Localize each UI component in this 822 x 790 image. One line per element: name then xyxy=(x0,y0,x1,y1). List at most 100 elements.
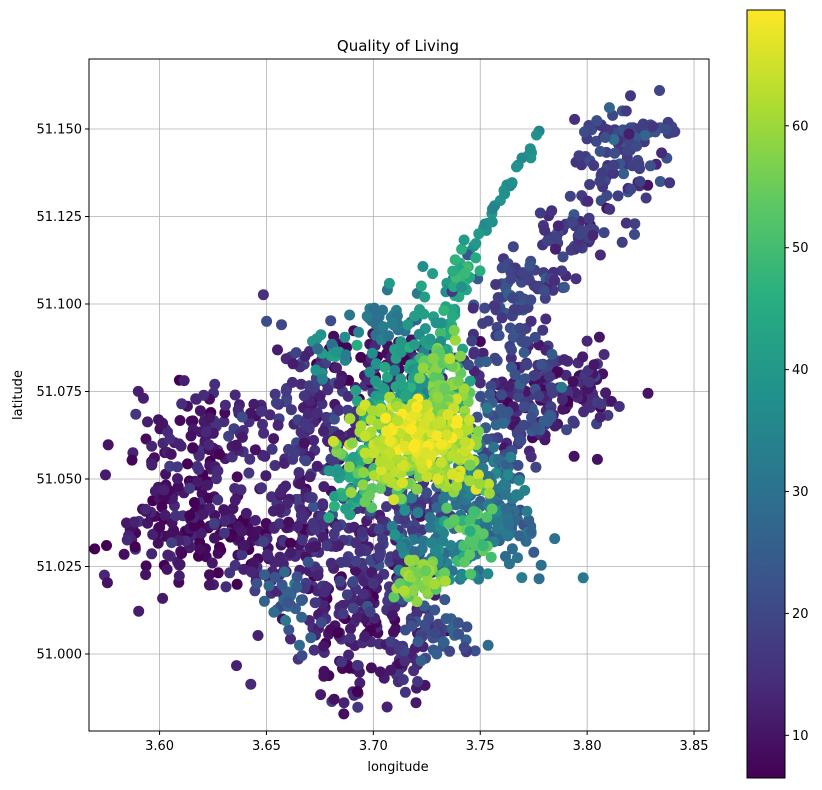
data-point xyxy=(474,265,486,277)
data-point xyxy=(620,217,632,229)
data-point xyxy=(519,373,531,385)
data-point xyxy=(439,567,451,579)
colorbar xyxy=(746,9,786,779)
data-point xyxy=(583,376,595,388)
data-point xyxy=(489,352,501,364)
data-point xyxy=(448,324,460,336)
data-point xyxy=(579,126,590,138)
data-point xyxy=(374,456,386,468)
data-point xyxy=(220,581,232,593)
data-point xyxy=(419,291,431,303)
data-point xyxy=(295,378,307,390)
colorbar-tick-label: 40 xyxy=(792,363,809,378)
data-point xyxy=(377,533,389,545)
data-point xyxy=(412,507,424,519)
data-point xyxy=(383,330,394,342)
data-point xyxy=(331,362,342,374)
data-point xyxy=(328,693,340,705)
data-point xyxy=(315,329,327,341)
data-point xyxy=(354,545,366,557)
data-point xyxy=(332,627,344,639)
data-point xyxy=(515,435,527,447)
data-point xyxy=(212,547,224,559)
data-point xyxy=(345,632,356,644)
data-point xyxy=(470,238,482,249)
data-point xyxy=(236,431,248,443)
data-point xyxy=(292,521,303,532)
data-point xyxy=(578,406,590,418)
data-point xyxy=(341,589,353,601)
data-point xyxy=(552,220,564,232)
data-point xyxy=(351,339,363,351)
data-point xyxy=(229,389,241,401)
data-point xyxy=(204,412,215,424)
data-point xyxy=(421,487,433,499)
data-point xyxy=(231,471,243,483)
data-point xyxy=(299,350,311,362)
data-point xyxy=(203,492,215,504)
data-point xyxy=(435,456,447,468)
data-point xyxy=(178,375,190,387)
data-point xyxy=(533,390,545,402)
chart-title: Quality of Living xyxy=(337,37,459,55)
data-point xyxy=(293,467,305,478)
data-point xyxy=(397,380,409,392)
data-point xyxy=(298,437,310,449)
data-point xyxy=(475,391,487,402)
data-point xyxy=(441,429,453,441)
data-point xyxy=(386,520,398,532)
data-point xyxy=(395,541,407,553)
data-point xyxy=(340,556,352,568)
data-point xyxy=(338,697,350,709)
data-point xyxy=(409,310,421,322)
data-point xyxy=(309,597,321,609)
data-point xyxy=(456,243,468,255)
data-point xyxy=(188,497,200,508)
data-point xyxy=(399,655,411,667)
data-point xyxy=(424,512,436,523)
data-point xyxy=(625,90,636,102)
data-point xyxy=(364,366,376,378)
data-point xyxy=(591,115,603,127)
data-point xyxy=(236,525,248,537)
data-point xyxy=(194,405,206,417)
data-point xyxy=(75,487,86,498)
data-point xyxy=(269,557,281,568)
data-point xyxy=(470,252,482,264)
data-point xyxy=(595,398,607,410)
data-point xyxy=(305,632,317,644)
data-point xyxy=(133,605,145,617)
data-point xyxy=(282,596,294,608)
data-point xyxy=(538,415,550,427)
data-point xyxy=(411,401,423,413)
data-point xyxy=(317,498,329,510)
data-point xyxy=(392,415,404,427)
data-point xyxy=(516,572,528,584)
data-point xyxy=(608,167,620,179)
data-point xyxy=(556,265,568,277)
data-point xyxy=(364,606,376,618)
data-point xyxy=(483,487,495,499)
data-point xyxy=(618,168,630,180)
data-point xyxy=(438,305,450,316)
data-point xyxy=(161,563,173,575)
data-point xyxy=(558,354,570,366)
data-point xyxy=(557,403,569,415)
data-point xyxy=(521,359,533,371)
data-point xyxy=(176,398,188,410)
data-point xyxy=(449,254,461,266)
data-point xyxy=(594,249,606,261)
data-point xyxy=(598,227,610,239)
data-point xyxy=(384,391,396,403)
data-point xyxy=(359,430,371,442)
data-point xyxy=(355,420,367,432)
data-point xyxy=(274,518,286,530)
data-point xyxy=(486,503,498,515)
data-point xyxy=(637,118,649,130)
data-point xyxy=(518,401,530,413)
data-point xyxy=(166,493,178,505)
data-point xyxy=(417,362,429,374)
colorbar-ticks: 10 20 30 40 50 60 xyxy=(785,119,809,744)
data-point xyxy=(397,477,408,489)
data-point xyxy=(165,448,177,460)
